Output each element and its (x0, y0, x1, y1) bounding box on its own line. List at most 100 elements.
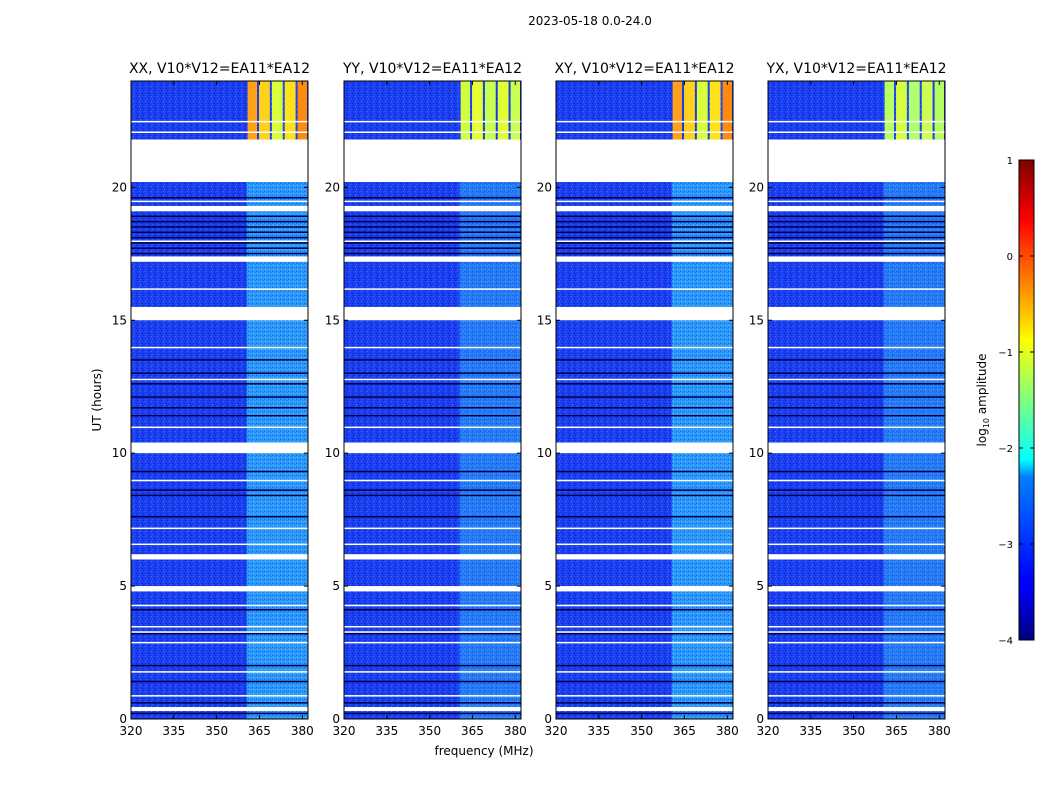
black-line (131, 414, 308, 417)
black-line (768, 494, 945, 497)
flag-line (768, 543, 945, 546)
black-line (344, 712, 521, 715)
rfi-band-top (884, 81, 895, 140)
flag-line (344, 543, 521, 546)
flagged-gap (768, 586, 945, 592)
black-line (131, 406, 308, 409)
flag-line (131, 200, 308, 203)
black-line (768, 470, 945, 473)
flag-line (131, 378, 308, 381)
y-tick-label: 20 (325, 180, 340, 194)
black-line (131, 252, 308, 255)
black-line (556, 252, 733, 255)
flag-line (344, 240, 521, 242)
panel-frame (555, 80, 734, 720)
flag-line (344, 131, 521, 134)
rfi-band-top (271, 81, 283, 140)
x-tick-label: 350 (842, 724, 865, 738)
panels-layer: XX, V10*V12=EA11*EA12 320 335 350 365 380 0 5 10… (112, 61, 951, 738)
y-tick-label: 20 (749, 180, 764, 194)
rfi-band-top (722, 81, 732, 140)
black-line (768, 226, 945, 228)
black-line (556, 406, 733, 409)
black-line (768, 396, 945, 398)
black-line (768, 712, 945, 715)
x-axis-label: frequency (MHz) (434, 744, 533, 758)
flagged-gap (556, 586, 733, 592)
x-tick-label: 380 (504, 724, 527, 738)
black-line (556, 489, 733, 491)
x-tick-label: 365 (461, 724, 484, 738)
black-line (556, 359, 733, 361)
x-tick-label: 320 (757, 724, 780, 738)
flag-line (556, 200, 733, 203)
rfi-band-top (921, 81, 933, 140)
flag-line (344, 288, 521, 290)
black-line (131, 702, 308, 704)
flag-line (556, 378, 733, 381)
flagged-gap (556, 554, 733, 560)
black-line (768, 231, 945, 234)
flag-line (344, 625, 521, 628)
rfi-band-top (472, 81, 483, 140)
x-tick-label: 365 (673, 724, 696, 738)
x-tick-label: 320 (545, 724, 568, 738)
flag-line (344, 671, 521, 673)
flag-line (131, 426, 308, 429)
y-tick-label: 10 (749, 446, 764, 460)
black-line (131, 196, 308, 199)
flagged-gap (131, 554, 308, 560)
black-line (768, 236, 945, 239)
black-line (768, 252, 945, 255)
flagged-gap (556, 256, 733, 262)
panel-2: YY, V10*V12=EA11*EA12 320 335 350 365 380 0 5 10… (325, 61, 527, 738)
flag-line (131, 671, 308, 673)
flag-line (131, 120, 308, 123)
flag-line (131, 695, 308, 697)
black-line (556, 515, 733, 518)
colorbar-label-sub: 10 (982, 418, 991, 428)
x-tick-label: 335 (162, 724, 185, 738)
black-line (768, 702, 945, 704)
black-line (344, 396, 521, 398)
flagged-gap (131, 306, 308, 321)
y-tick-label: 10 (325, 446, 340, 460)
y-tick-label: 10 (537, 446, 552, 460)
black-line (131, 247, 308, 249)
rfi-band-top (247, 81, 258, 140)
colorbar-tick-label: −3 (998, 540, 1013, 551)
colorbar-ticks: 1 0 −1 −2 −3 −4 (998, 156, 1034, 647)
flag-line (768, 479, 945, 482)
y-tick-label: 15 (325, 313, 340, 327)
black-line (131, 215, 308, 218)
flag-line (344, 604, 521, 607)
flag-line (768, 288, 945, 290)
rfi-band-top (259, 81, 270, 140)
black-line (556, 226, 733, 228)
black-line (344, 383, 521, 385)
flag-line (131, 346, 308, 349)
flagged-gap (768, 306, 945, 321)
black-line (556, 632, 733, 635)
flag-line (768, 131, 945, 134)
black-line (556, 231, 733, 234)
colorbar-tick-label: −4 (998, 636, 1013, 647)
rfi-band-top (908, 81, 920, 140)
figure-suptitle: 2023-05-18 0.0-24.0 (528, 14, 652, 28)
flag-line (768, 641, 945, 644)
y-tick-label: 15 (749, 313, 764, 327)
flag-line (131, 631, 308, 633)
colorbar-tick-label: −2 (998, 444, 1013, 455)
flagged-gap (556, 306, 733, 321)
x-tick-label: 350 (205, 724, 228, 738)
black-line (344, 609, 521, 611)
black-line (344, 231, 521, 234)
flag-line (556, 479, 733, 482)
y-tick-label: 15 (537, 313, 552, 327)
y-tick-label: 20 (537, 180, 552, 194)
rfi-band-top (684, 81, 695, 140)
x-tick-label: 380 (928, 724, 951, 738)
rfi-band-top (297, 81, 307, 140)
black-line (768, 372, 945, 374)
flag-line (556, 695, 733, 697)
